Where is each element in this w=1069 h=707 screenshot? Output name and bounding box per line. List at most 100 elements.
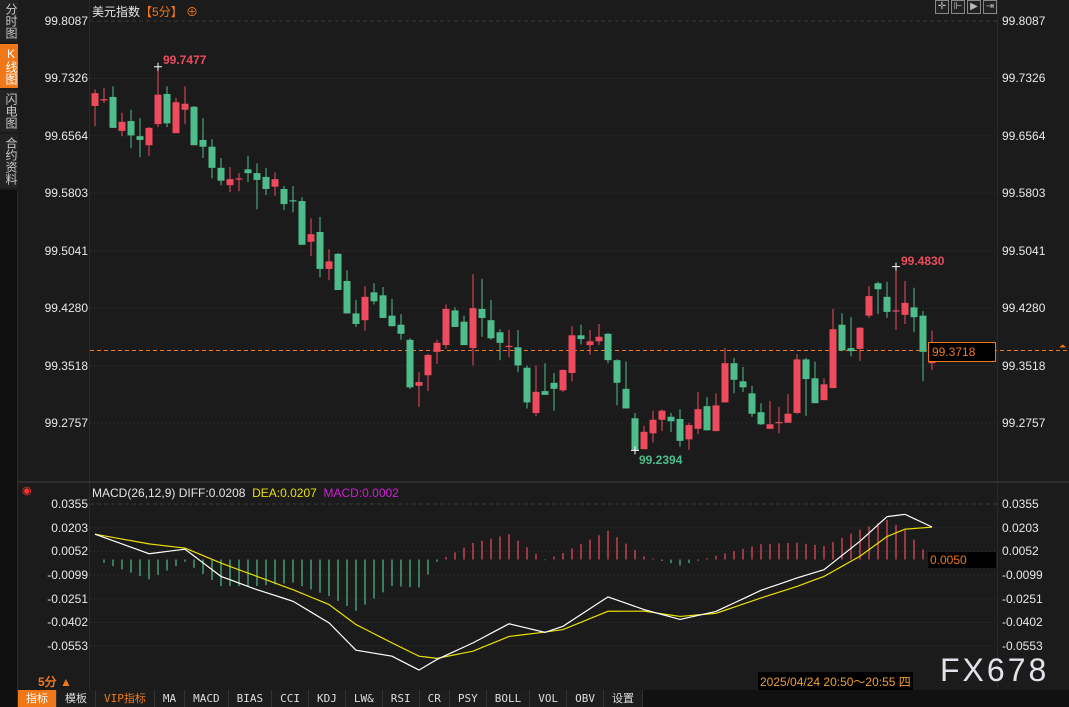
macd-tick-left: 0.0355: [51, 497, 88, 511]
price-tick-left: 99.2757: [44, 416, 88, 430]
candle-body: [856, 327, 864, 349]
candle-body: [271, 179, 279, 187]
sidebar-tab-flash[interactable]: 闪电图: [0, 90, 18, 134]
dea-line: [94, 526, 933, 659]
macd-tick-left: -0.0099: [47, 568, 88, 582]
candle-body: [415, 382, 423, 386]
indicator-tab[interactable]: VIP指标: [96, 690, 155, 707]
diff-line: [94, 513, 933, 671]
candle-body: [163, 93, 171, 124]
period-selector[interactable]: 5分 ▲: [38, 675, 72, 689]
price-tick-right: 99.8087: [1002, 14, 1046, 28]
indicator-tab[interactable]: CR: [419, 690, 450, 707]
left-axis-border: [89, 0, 90, 690]
candle-body: [469, 308, 477, 349]
recent-high-label: 99.4830: [901, 254, 945, 268]
macd-tick-left: 0.0052: [51, 544, 88, 559]
candle-body: [649, 419, 657, 434]
candle-body: [505, 345, 513, 348]
crosshair-icon[interactable]: ✛: [935, 0, 949, 14]
indicator-tab[interactable]: KDJ: [309, 690, 346, 707]
candle-body: [460, 321, 468, 346]
candle-body: [892, 310, 900, 312]
candle-body: [100, 99, 108, 101]
candle-body: [910, 307, 918, 318]
candle-body: [298, 201, 306, 245]
indicator-tab[interactable]: BOLL: [486, 690, 531, 707]
candle-body: [208, 146, 216, 168]
candle-body: [820, 384, 828, 401]
candle-body: [613, 360, 621, 383]
candle-body: [145, 127, 153, 146]
indicator-tab[interactable]: MACD: [185, 690, 229, 707]
zoom-range-icon[interactable]: ⊩: [951, 0, 965, 14]
indicator-settings-icon[interactable]: ◉: [22, 485, 32, 497]
candle-body: [91, 93, 99, 107]
pane-separator: [18, 481, 1069, 483]
indicator-tab[interactable]: VOL: [530, 690, 568, 707]
candle-body: [424, 354, 432, 376]
indicator-tab[interactable]: PSY: [449, 690, 487, 707]
indicator-tab[interactable]: 模板: [57, 690, 96, 707]
candle-body: [793, 359, 801, 413]
price-tick-left: 99.7326: [44, 71, 88, 86]
price-tick-right: 99.4280: [1002, 301, 1046, 316]
macd-tick-right: 0.0355: [1002, 497, 1039, 511]
candle-body: [640, 431, 648, 450]
candle-body: [658, 410, 666, 420]
candle-body: [694, 409, 702, 429]
indicator-tab[interactable]: LW&: [345, 690, 383, 707]
candle-body: [784, 413, 792, 423]
candle-body: [667, 416, 675, 422]
macd-tick-right: 0.0203: [1002, 520, 1039, 535]
candle-body: [514, 347, 522, 366]
candle-body: [757, 412, 765, 425]
candle-body: [550, 382, 558, 389]
chevron-up-icon[interactable]: ⏶: [1059, 341, 1067, 351]
indicator-tab[interactable]: OBV: [567, 690, 604, 707]
move-right-icon[interactable]: ⇥: [983, 0, 997, 14]
candle-body: [730, 363, 738, 380]
sidebar-tab-kline[interactable]: K线图: [0, 44, 18, 90]
candle-body: [397, 324, 405, 334]
candle-body: [181, 103, 189, 110]
macd-tick-left: 0.0203: [51, 520, 88, 535]
candle-body: [478, 308, 486, 318]
indicator-tab[interactable]: 指标: [18, 690, 57, 707]
circle-plus-icon[interactable]: ⊕: [186, 5, 199, 19]
candle-body: [721, 363, 729, 403]
candle-body: [199, 139, 207, 147]
macd-tick-left: -0.0251: [47, 591, 88, 606]
candle-body: [154, 94, 162, 125]
price-tick-left: 99.6564: [44, 128, 88, 143]
period-label[interactable]: 【5分】: [140, 5, 183, 19]
diff-value: DIFF:0.0208: [178, 486, 246, 500]
dea-value: DEA:0.0207: [252, 486, 317, 500]
play-forward-icon[interactable]: ▶: [967, 0, 981, 14]
candle-body: [775, 422, 783, 424]
candle-body: [532, 391, 540, 413]
indicator-tab[interactable]: 设置: [604, 690, 643, 707]
candle-body: [676, 419, 684, 441]
candle-body: [406, 339, 414, 388]
indicator-tab[interactable]: MA: [154, 690, 186, 707]
indicator-tab[interactable]: CCI: [272, 690, 309, 707]
sidebar-tab-timeshare[interactable]: 分时图: [0, 0, 18, 44]
candle-body: [451, 310, 459, 327]
candle-body: [874, 283, 882, 290]
candle-body: [289, 200, 297, 202]
candle-body: [901, 302, 909, 315]
candle-body: [595, 336, 603, 342]
indicator-tab[interactable]: RSI: [382, 690, 420, 707]
indicator-tab[interactable]: BIAS: [228, 690, 273, 707]
candle-body: [379, 295, 387, 318]
sidebar: 分时图 K线图 闪电图 合约资料: [0, 0, 18, 707]
candle-body: [766, 424, 774, 429]
sidebar-tab-contract-info[interactable]: 合约资料: [0, 134, 18, 190]
candle-body: [496, 332, 504, 343]
candle-body: [136, 136, 144, 140]
candle-body: [811, 378, 819, 404]
high-marker-icon: [154, 62, 162, 71]
price-tick-left: 99.5803: [44, 186, 88, 201]
